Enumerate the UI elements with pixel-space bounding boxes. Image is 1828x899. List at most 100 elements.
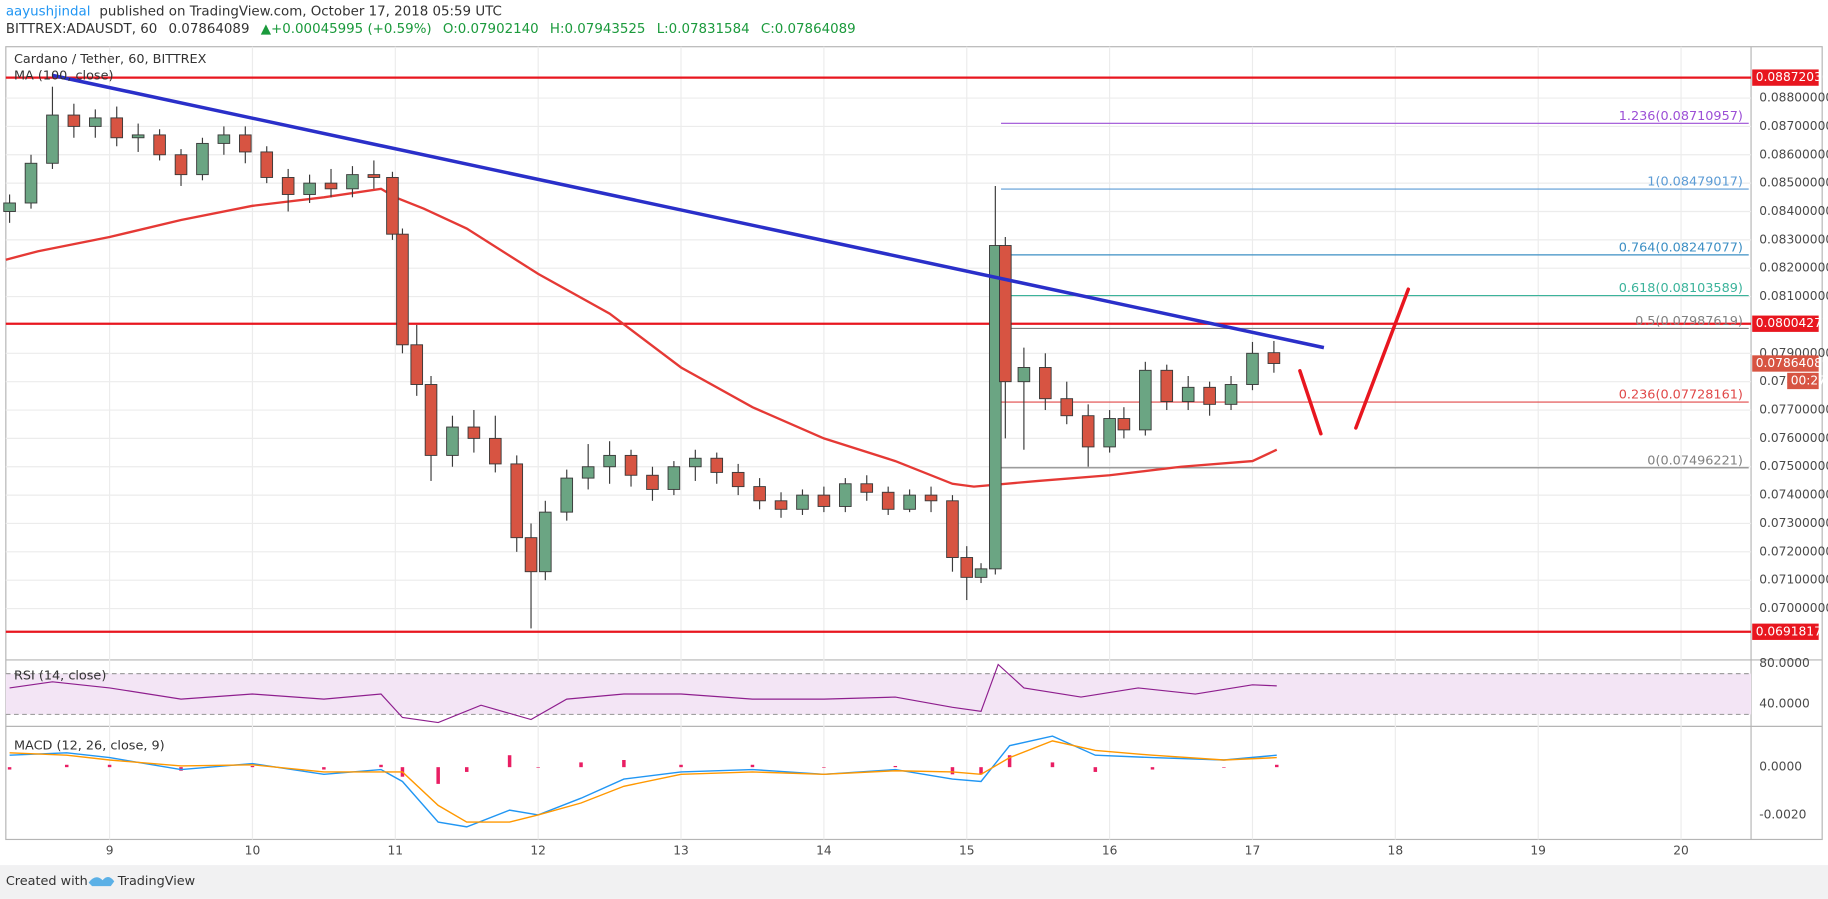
candle-body — [386, 176, 399, 235]
macd-histogram-bar — [107, 764, 112, 768]
candle-body — [881, 491, 895, 510]
annotation-arrow — [1354, 287, 1411, 430]
candle-body — [467, 426, 481, 439]
author[interactable]: aayushjindal — [6, 5, 91, 20]
x-tick-label: 18 — [1388, 844, 1404, 858]
candle-body — [510, 463, 524, 539]
rsi-tick-label: 40.0000 — [1759, 697, 1810, 711]
high: H:0.07943525 — [550, 22, 646, 37]
candle-body — [539, 511, 552, 573]
candle-body — [924, 494, 938, 502]
candle-body — [903, 494, 916, 510]
candle-body — [646, 474, 659, 490]
x-tick-label: 10 — [245, 844, 261, 858]
candle-body — [324, 182, 338, 190]
x-tick-label: 15 — [959, 844, 975, 858]
footer-bar — [0, 865, 1828, 899]
macd-histogram-bar — [507, 755, 512, 768]
candle-body — [581, 466, 595, 479]
y-tick-label: 0.08600000 — [1759, 147, 1828, 161]
candle-body — [839, 483, 852, 507]
y-tick-label: 0.07100000 — [1759, 573, 1828, 587]
macd-histogram-bar — [379, 764, 383, 768]
level-label: 0.08872036 — [1756, 70, 1828, 84]
y-tick-label: 0.08500000 — [1759, 176, 1828, 190]
y-tick-label: 0.07600000 — [1759, 431, 1828, 445]
y-tick-label: 0.08300000 — [1759, 232, 1828, 246]
labels: 9 10 11 12 13 14 15 16 17 18 19 20 0.07000000 0.07100… — [106, 69, 1828, 858]
macd-histogram-bar — [7, 767, 12, 770]
y-tick-label: 0.07000000 — [1759, 601, 1828, 615]
macd-histogram-bar — [979, 767, 983, 775]
macd-histogram-bar — [893, 765, 898, 768]
candle-body — [396, 233, 409, 346]
candle-body — [753, 486, 766, 502]
candle-body — [110, 117, 124, 139]
macd-histogram-bar — [1093, 767, 1098, 772]
countdown: 00:27 — [1791, 373, 1826, 387]
y-tick-label: 0.08400000 — [1759, 204, 1828, 218]
rsi-label: RSI (14, close) — [14, 669, 106, 684]
candle-body — [1103, 418, 1116, 448]
macd-histogram-bar — [250, 765, 255, 768]
candle-body — [1203, 386, 1216, 405]
y-tick-label: 0.07400000 — [1759, 488, 1828, 502]
candle-body — [1081, 415, 1095, 448]
candle-body — [1224, 384, 1238, 405]
candle-body — [624, 454, 638, 476]
candle-body — [524, 537, 538, 573]
symbol: BITTREX:ADAUSDT, 60 — [6, 22, 157, 37]
candle-body — [346, 174, 359, 190]
fib-label: 0.5(0.07987619) — [1635, 314, 1743, 329]
candle-body — [260, 151, 274, 178]
candle-body — [667, 466, 681, 490]
last: 0.07864089 — [169, 22, 250, 37]
candle-body — [24, 162, 38, 204]
candle-body — [960, 557, 974, 578]
y-tick-label: 0.078 — [1759, 374, 1794, 388]
macd-line — [9, 740, 1277, 823]
rsi-band — [5, 673, 1752, 715]
x-tick-label: 11 — [388, 844, 404, 858]
macd-histogram-bar — [1050, 762, 1055, 768]
macd-histogram-bar — [322, 767, 326, 770]
frame — [5, 46, 1823, 841]
macd-histogram-bar — [464, 767, 469, 772]
candle-body — [796, 494, 809, 510]
x-tick-label: 16 — [1102, 844, 1118, 858]
footer-brand[interactable]: TradingView — [117, 874, 195, 889]
published: published on TradingView.com, October 17… — [99, 5, 502, 20]
macd-histogram-bar — [679, 764, 683, 768]
plot — [3, 73, 1752, 828]
countdown-box — [1787, 372, 1819, 390]
x-tick-label: 13 — [673, 844, 689, 858]
footer-created: Created with — [6, 874, 88, 889]
open: O:0.07902140 — [443, 22, 539, 37]
level-label-box — [1752, 69, 1819, 86]
macd-histogram-bar — [536, 767, 540, 768]
x-tick-label: 9 — [106, 844, 114, 858]
change: ▲+0.00045995 (+0.59%) — [261, 22, 432, 37]
candle-body — [999, 245, 1012, 383]
y-tick-label: 0.07700000 — [1759, 403, 1828, 417]
macd-label: MACD (12, 26, close, 9) — [14, 739, 165, 754]
candle-body — [217, 134, 231, 144]
candle-body — [1017, 367, 1031, 383]
candle-body — [489, 437, 502, 465]
candle-body — [303, 182, 316, 195]
y-tick-label: 0.07300000 — [1759, 516, 1828, 530]
macd-histogram-bar — [950, 767, 955, 775]
candle-body — [424, 384, 438, 456]
level-label-box — [1752, 623, 1819, 640]
header-line-1: aayushjindal published on TradingView.co… — [6, 5, 502, 20]
candle-body — [817, 494, 831, 507]
header-line-2: BITTREX:ADAUSDT, 60 0.07864089 ▲+0.00045… — [6, 22, 856, 37]
candle-body — [410, 344, 424, 385]
candle-body — [446, 426, 459, 456]
macd-histogram-bar — [622, 759, 626, 768]
candle-body — [153, 134, 166, 156]
y-tick-label: 0.07200000 — [1759, 544, 1828, 558]
y-tick-label: 0.08700000 — [1759, 119, 1828, 133]
